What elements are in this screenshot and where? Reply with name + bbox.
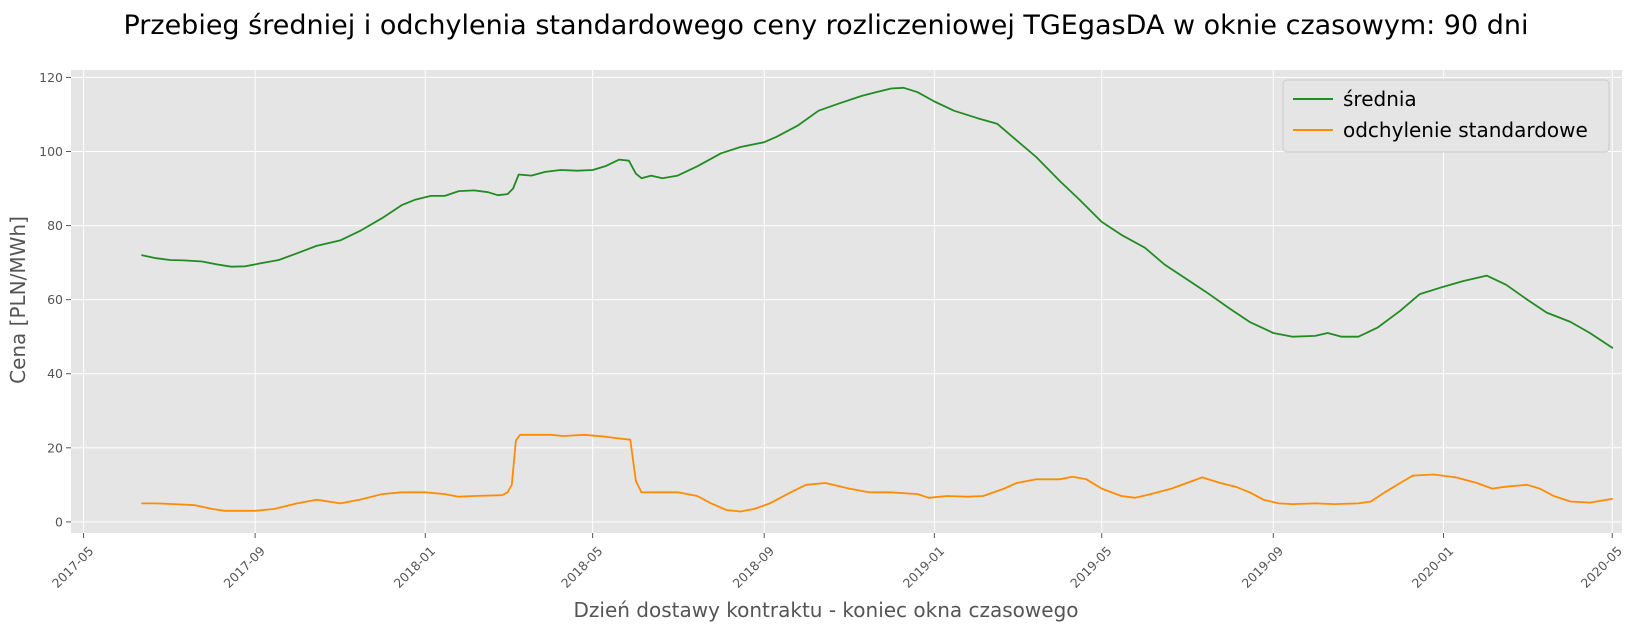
y-tick-label: 40 [47, 366, 63, 381]
x-tick-label: 2018-09 [730, 543, 778, 591]
legend-label: odchylenie standardowe [1343, 118, 1588, 142]
series-line-1 [141, 86, 1614, 349]
y-tick-label: 120 [39, 70, 63, 85]
grid [71, 70, 1622, 533]
x-tick-label: 2017-05 [49, 543, 97, 591]
legend-box [1282, 79, 1610, 153]
x-tick-label: 2018-05 [558, 543, 606, 591]
x-tick-label: 2018-01 [391, 543, 439, 591]
x-axis-label: Dzień dostawy kontraktu - koniec okna cz… [573, 598, 1078, 622]
x-tick-label: 2017-09 [220, 543, 268, 591]
series-line-2 [141, 433, 1614, 513]
y-tick-label: 20 [47, 440, 63, 455]
y-tick-label: 100 [39, 144, 63, 159]
series-layer [141, 86, 1614, 513]
x-tick-label: 2020-05 [1578, 543, 1626, 591]
y-tick-label: 60 [47, 292, 63, 307]
legend: średnia odchylenie standardowe [1282, 79, 1610, 153]
x-tick-label: 2019-09 [1239, 543, 1287, 591]
y-tick-label: 80 [47, 218, 63, 233]
legend-label: średnia [1343, 87, 1417, 111]
chart-title: Przebieg średniej i odchylenia standardo… [123, 10, 1528, 41]
x-tick-label: 2020-01 [1409, 543, 1457, 591]
y-axis-label: Cena [PLN/MWh] [6, 216, 30, 384]
y-tick-label: 0 [55, 514, 63, 529]
x-tick-label: 2019-05 [1067, 543, 1115, 591]
x-tick-label: 2019-01 [900, 543, 948, 591]
